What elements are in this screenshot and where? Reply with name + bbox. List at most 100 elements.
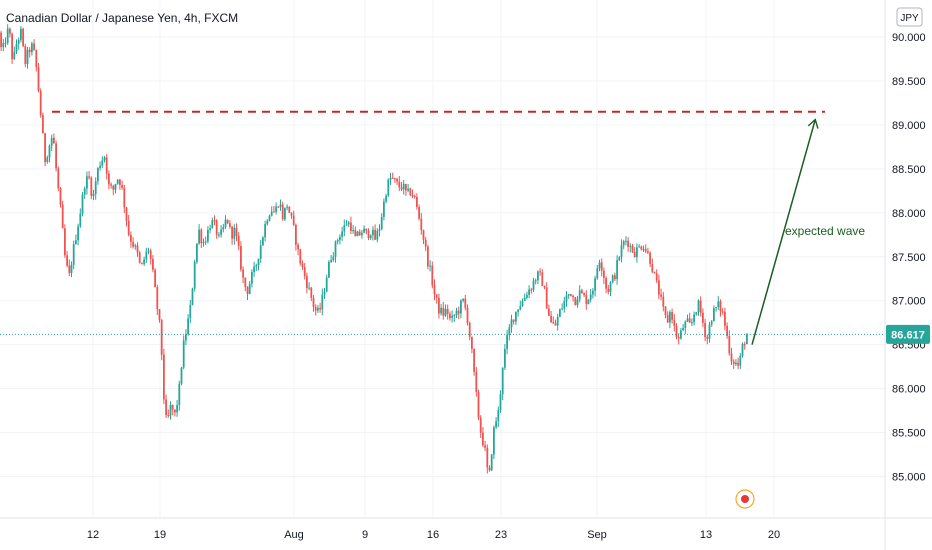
y-tick-label: 88.000	[892, 208, 926, 220]
candle-body	[570, 294, 572, 296]
record-icon[interactable]	[735, 489, 755, 509]
candle-body	[479, 417, 482, 433]
y-tick-label: 88.500	[892, 164, 926, 176]
candle-body	[20, 28, 22, 40]
candle-body	[440, 307, 442, 314]
candle-body	[394, 178, 396, 180]
candle-body	[442, 307, 445, 316]
candle-body	[409, 188, 412, 196]
candle-body	[453, 314, 456, 316]
candle-body	[596, 268, 599, 279]
candle-body	[143, 259, 145, 264]
candle-body	[594, 278, 596, 291]
candle-body	[257, 258, 260, 266]
candle-body	[565, 295, 568, 302]
candle-body	[653, 271, 656, 274]
candle-body	[695, 312, 698, 315]
candle-body	[75, 240, 77, 245]
y-tick-label: 86.000	[892, 384, 926, 396]
candle-body	[92, 194, 95, 197]
candle-body	[141, 262, 143, 264]
candle-body	[114, 183, 117, 190]
candle-body	[706, 336, 709, 339]
candle-body	[187, 318, 189, 335]
candle-body	[303, 267, 306, 277]
candle-body	[94, 181, 97, 195]
candle-body	[121, 184, 123, 188]
candle-body	[308, 287, 310, 289]
candle-body	[185, 334, 187, 341]
candle-body	[693, 314, 695, 323]
candle-body	[339, 236, 341, 241]
y-tick-label: 89.500	[892, 76, 926, 88]
candle-body	[539, 271, 541, 273]
candle-body	[48, 145, 51, 158]
y-tick-label: 87.500	[892, 252, 926, 264]
x-tick-label: 23	[495, 529, 507, 541]
candle-body	[732, 361, 735, 365]
candle-body	[726, 325, 728, 336]
x-tick-label: 13	[700, 529, 712, 541]
candle-body	[501, 367, 504, 395]
candle-body	[152, 258, 154, 270]
candle-body	[526, 294, 528, 298]
candle-body	[633, 251, 636, 258]
candle-body	[717, 301, 720, 308]
candle-body	[345, 224, 348, 226]
candle-body	[0, 32, 2, 48]
candle-body	[231, 226, 233, 239]
candle-body	[636, 247, 638, 258]
candle-body	[585, 295, 588, 305]
candle-body	[383, 201, 385, 217]
candle-body	[506, 335, 508, 349]
currency-button[interactable]: JPY	[896, 7, 923, 27]
candle-body	[691, 322, 693, 324]
candle-body	[218, 234, 220, 236]
expected-wave-arrow[interactable]	[751, 118, 819, 345]
candle-body	[167, 415, 170, 417]
candle-body	[647, 251, 649, 253]
candles	[0, 24, 748, 474]
candle-body	[682, 327, 684, 331]
candle-body	[730, 353, 733, 362]
candle-body	[123, 187, 126, 208]
candle-body	[189, 304, 192, 319]
candle-body	[237, 236, 240, 247]
candle-body	[629, 245, 632, 247]
candle-body	[224, 219, 227, 228]
x-tick-label: Aug	[284, 529, 304, 541]
candle-body	[673, 319, 676, 326]
candle-body	[347, 222, 350, 225]
candle-body	[534, 280, 537, 282]
candle-body	[66, 255, 68, 266]
candle-body	[42, 115, 44, 134]
candle-body	[724, 311, 726, 326]
candle-body	[319, 307, 321, 310]
candle-body	[229, 223, 231, 227]
candle-body	[684, 321, 687, 328]
candle-body	[739, 355, 742, 366]
candle-body	[116, 179, 119, 184]
candle-body	[746, 334, 748, 345]
candle-body	[174, 409, 176, 413]
candle-body	[484, 445, 486, 448]
candle-body	[532, 280, 535, 291]
candle-body	[253, 266, 255, 273]
candle-body	[112, 185, 115, 190]
candle-body	[418, 207, 420, 219]
candle-body	[290, 212, 293, 216]
candle-body	[268, 215, 271, 221]
candle-body	[662, 296, 665, 307]
candle-body	[561, 308, 563, 310]
candle-body	[180, 367, 183, 384]
candle-body	[490, 454, 493, 471]
candle-body	[196, 243, 198, 262]
candle-body	[556, 316, 559, 326]
y-tick-label: 89.000	[892, 120, 926, 132]
price-axis: 85.00085.50086.00086.50087.00087.50088.0…	[892, 32, 926, 484]
currency-label: JPY	[900, 13, 919, 24]
candle-body	[240, 246, 242, 270]
candle-body	[193, 261, 196, 289]
candle-body	[710, 321, 713, 325]
